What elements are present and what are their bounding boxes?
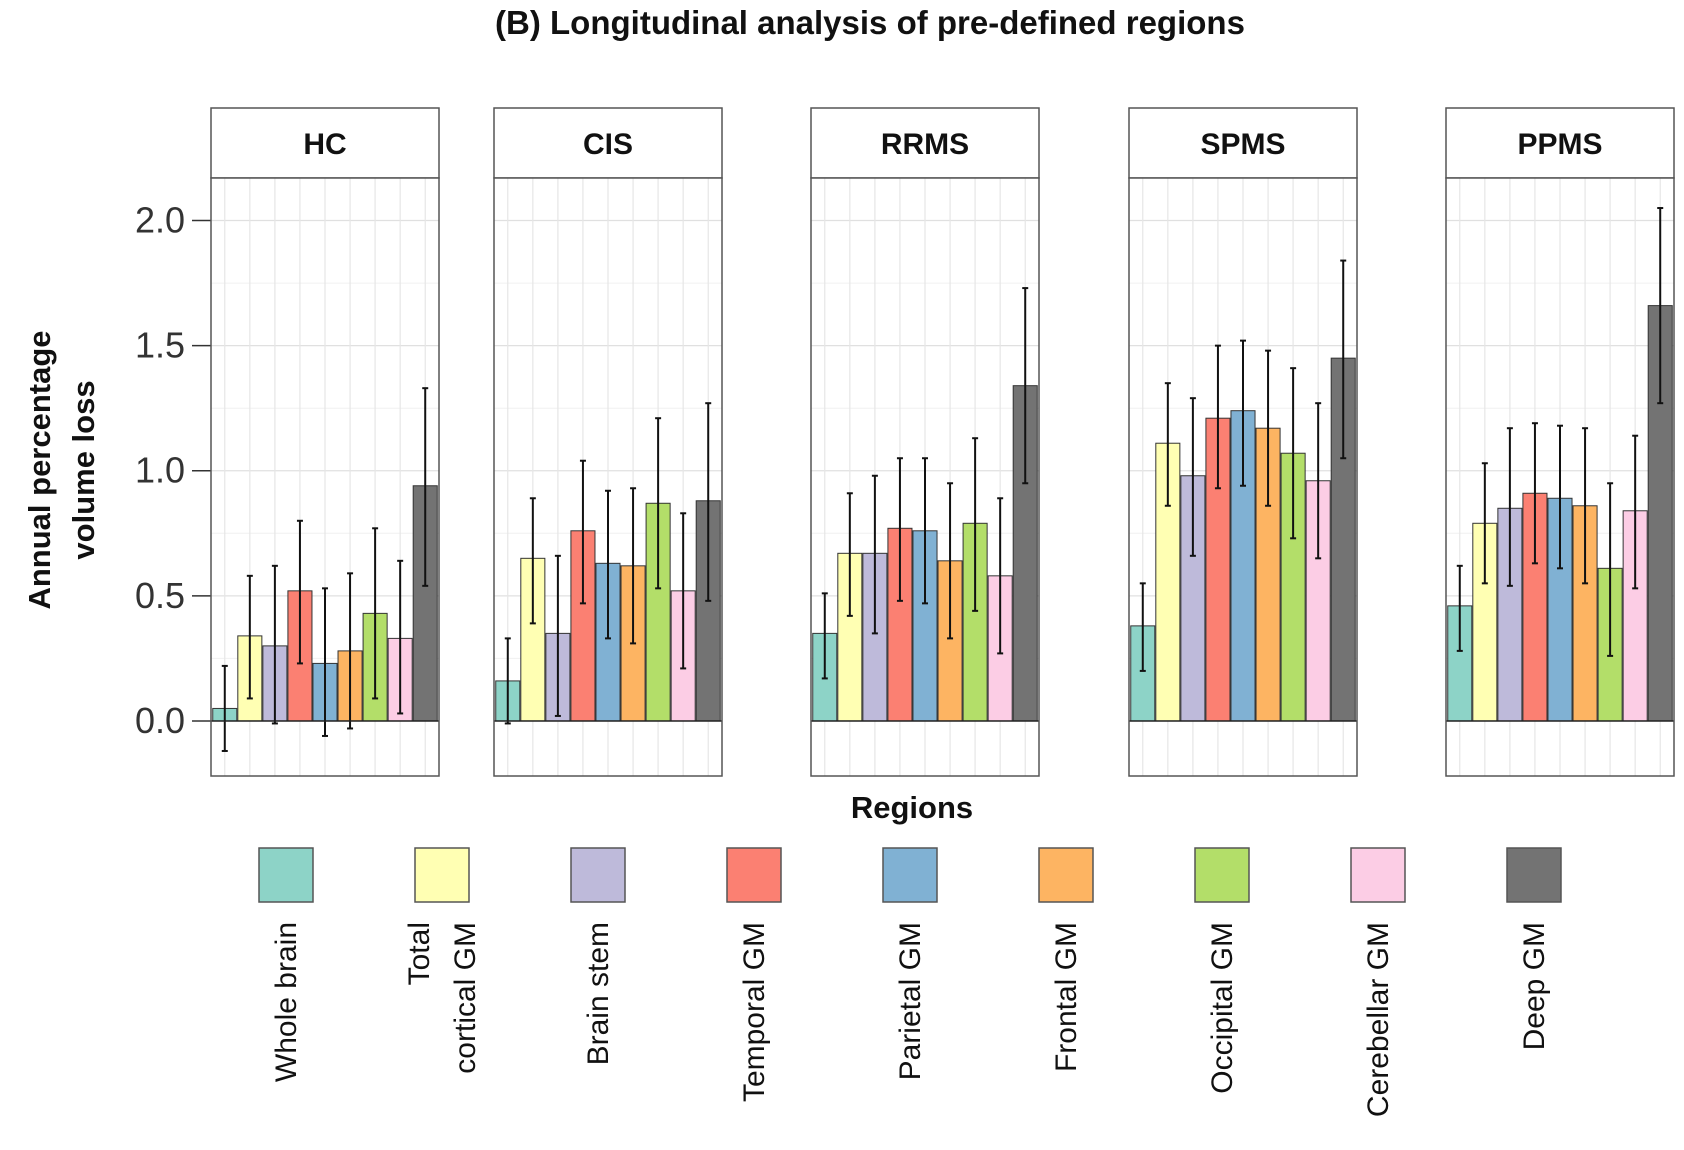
- panel-ppms: PPMS: [1445, 107, 1675, 777]
- strip-box: [1445, 107, 1675, 179]
- legend-item: Occipital GM: [1194, 847, 1250, 1094]
- y-axis-title-line: Annual percentage: [22, 330, 57, 609]
- legend-swatch: [1194, 847, 1250, 903]
- strip-label: PPMS: [1517, 128, 1602, 161]
- panel-spms: SPMS: [1128, 107, 1358, 777]
- facet-panels: HC CIS RRMS SPMS PPMS: [210, 107, 1675, 777]
- legend-swatch: [414, 847, 470, 903]
- legend-swatch: [1038, 847, 1094, 903]
- legend-item: Frontal GM: [1038, 847, 1094, 1072]
- y-tick-label: 2.0: [135, 200, 185, 241]
- legend-item: Brain stem: [570, 847, 626, 1065]
- legend-label: Frontal GM: [1050, 922, 1083, 1072]
- legend-label: Whole brain: [270, 922, 303, 1082]
- legend: Whole brain Total cortical GM Brain stem Tem…: [258, 847, 1562, 1117]
- legend-swatch: [726, 847, 782, 903]
- y-axis-title: Annual percentage volume loss: [22, 330, 101, 609]
- legend-item: Whole brain: [258, 847, 314, 1082]
- legend-item: Parietal GM: [882, 847, 938, 1080]
- y-axis-title-line: volume loss: [66, 380, 101, 559]
- legend-label: Brain stem: [582, 922, 615, 1065]
- y-axis-ticks: 0.0 0.5 1.0 1.5 2.0: [135, 200, 211, 741]
- panel-border: [1445, 177, 1675, 777]
- legend-swatch: [1350, 847, 1406, 903]
- legend-label: Temporal GM: [738, 922, 771, 1102]
- panel-hc: HC: [210, 107, 440, 777]
- legend-label: Parietal GM: [894, 922, 927, 1080]
- panel-cis: CIS: [493, 107, 723, 777]
- legend-label: Total: [403, 922, 436, 985]
- legend-item: Temporal GM: [726, 847, 782, 1102]
- panel-border: [210, 177, 440, 777]
- legend-label: Deep GM: [1518, 922, 1551, 1050]
- legend-swatch: [258, 847, 314, 903]
- panel-border: [810, 177, 1040, 777]
- panel-rrms: RRMS: [810, 107, 1040, 777]
- bar-spms-0: [1130, 625, 1156, 722]
- legend-item: Cerebellar GM: [1350, 847, 1406, 1117]
- panel-border: [493, 177, 723, 777]
- y-tick-label: 1.5: [135, 325, 185, 366]
- legend-swatch: [570, 847, 626, 903]
- y-tick-label: 0.5: [135, 575, 185, 616]
- strip-label: SPMS: [1200, 128, 1285, 161]
- strip-label: CIS: [583, 128, 633, 161]
- legend-label: Cerebellar GM: [1362, 922, 1395, 1117]
- x-axis-title: Regions: [851, 790, 973, 825]
- legend-swatch: [1506, 847, 1562, 903]
- legend-item: Deep GM: [1506, 847, 1562, 1050]
- legend-label: Occipital GM: [1206, 922, 1239, 1094]
- legend-label: cortical GM: [449, 922, 482, 1074]
- strip-label: HC: [303, 128, 346, 161]
- strip-box: [493, 107, 723, 179]
- strip-label: RRMS: [881, 128, 969, 161]
- panel-border: [1128, 177, 1358, 777]
- legend-item: Total cortical GM: [403, 847, 482, 1074]
- chart-title: (B) Longitudinal analysis of pre-defined…: [495, 4, 1245, 41]
- y-tick-label: 0.0: [135, 700, 185, 741]
- strip-box: [210, 107, 440, 179]
- y-tick-label: 1.0: [135, 450, 185, 491]
- legend-swatch: [882, 847, 938, 903]
